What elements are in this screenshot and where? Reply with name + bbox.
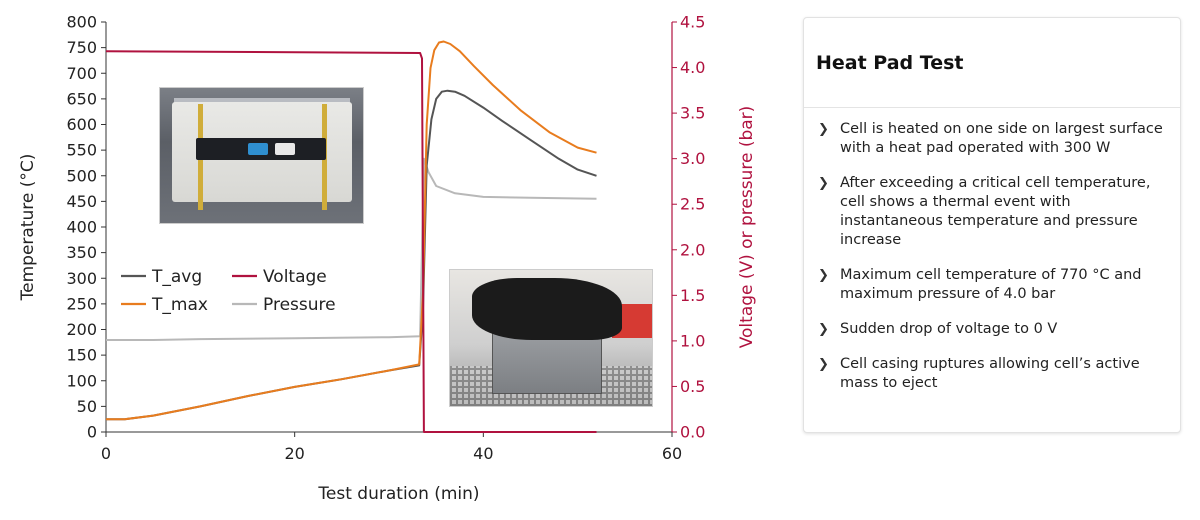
series-line-pressure [106,157,597,341]
bullet-item: ❯ Maximum cell temperature of 770 °C and … [816,266,1166,304]
x-tick-label: 0 [101,444,111,463]
right-tick-label: 1.0 [680,331,705,350]
ejected-mass [472,278,622,340]
legend-label-t-max: T_max [151,295,208,315]
left-tick-label: 400 [66,218,97,237]
bullet-item: ❯ Cell is heated on one side on largest s… [816,120,1166,158]
left-tick-label: 450 [66,192,97,211]
left-tick-label: 650 [66,89,97,108]
left-tick-label: 300 [66,269,97,288]
right-axis-title: Voltage (V) or pressure (bar) [737,106,757,349]
left-axis-title: Temperature (°C) [18,154,38,302]
left-tick-label: 550 [66,141,97,160]
right-tick-label: 0.0 [680,423,705,442]
chevron-right-icon: ❯ [818,357,829,372]
right-tick-label: 3.5 [680,104,705,123]
left-tick-label: 500 [66,166,97,185]
right-tick-label: 4.0 [680,58,705,77]
series-line-voltage [105,50,597,433]
right-tick-label: 0.5 [680,377,705,396]
bullet-text: Maximum cell temperature of 770 °C and m… [840,267,1142,302]
right-tick-label: 1.5 [680,286,705,305]
bullet-text: Cell casing ruptures allowing cell’s act… [840,356,1140,391]
left-tick-label: 0 [87,423,97,442]
x-tick-label: 60 [662,444,682,463]
left-tick-label: 800 [66,13,97,32]
legend-label-t-avg: T_avg [151,267,202,287]
x-axis-title: Test duration (min) [317,484,479,504]
cell-terminal [248,143,268,155]
right-tick-label: 2.5 [680,195,705,214]
left-tick-label: 50 [77,397,97,416]
left-tick-label: 250 [66,294,97,313]
left-tick-label: 600 [66,115,97,134]
left-tick-label: 100 [66,371,97,390]
legend-label-voltage: Voltage [263,267,327,287]
left-tick-label: 150 [66,346,97,365]
bullet-item: ❯ After exceeding a critical cell tempera… [816,174,1166,250]
heat-pad-setup-photo [159,87,364,224]
ruptured-cell-photo [449,269,653,407]
left-tick-label: 350 [66,243,97,262]
bullet-text: Sudden drop of voltage to 0 V [840,321,1058,337]
info-panel: Heat Pad Test ❯ Cell is heated on one sid… [803,17,1181,433]
x-tick-label: 40 [473,444,493,463]
left-tick-label: 200 [66,320,97,339]
bullet-item: ❯ Cell casing ruptures allowing cell’s ac… [816,355,1166,393]
cell-vent [275,143,295,155]
bullet-item: ❯ Sudden drop of voltage to 0 V [816,320,1166,339]
chevron-right-icon: ❯ [818,122,829,137]
right-tick-label: 3.0 [680,149,705,168]
left-tick-label: 700 [66,64,97,83]
right-tick-label: 4.5 [680,13,705,32]
panel-title: Heat Pad Test [804,18,1180,108]
bullet-text: After exceeding a critical cell temperat… [840,175,1151,248]
chart: 0501001502002503003504004505005506006507… [18,13,757,505]
chevron-right-icon: ❯ [818,322,829,337]
chevron-right-icon: ❯ [818,268,829,283]
bullet-list: ❯ Cell is heated on one side on largest s… [804,108,1180,393]
chevron-right-icon: ❯ [818,176,829,191]
legend-label-pressure: Pressure [263,295,336,315]
x-tick-label: 20 [284,444,304,463]
left-tick-label: 750 [66,38,97,57]
bullet-text: Cell is heated on one side on largest su… [840,121,1163,156]
series-line-t-max [106,40,597,421]
right-tick-label: 2.0 [680,240,705,259]
